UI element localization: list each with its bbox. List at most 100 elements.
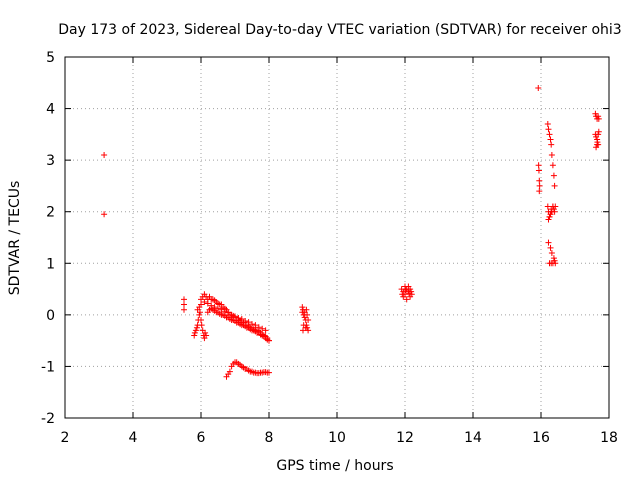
data-point bbox=[242, 318, 249, 325]
data-point bbox=[547, 211, 554, 218]
y-tick-label: 4 bbox=[46, 102, 55, 118]
data-point bbox=[255, 324, 262, 331]
data-point bbox=[551, 208, 558, 215]
data-point bbox=[181, 306, 187, 313]
data-point bbox=[550, 255, 557, 262]
y-tick-label: 3 bbox=[46, 153, 55, 169]
data-point bbox=[545, 126, 552, 133]
data-point bbox=[249, 321, 255, 328]
data-point bbox=[536, 188, 543, 195]
data-point bbox=[245, 319, 252, 326]
data-point bbox=[303, 306, 310, 313]
data-point bbox=[235, 314, 242, 321]
data-point bbox=[595, 128, 602, 135]
data-point bbox=[595, 131, 602, 138]
data-point bbox=[535, 162, 542, 169]
data-point bbox=[535, 84, 542, 91]
data-point bbox=[546, 213, 553, 220]
y-tick-label: 0 bbox=[46, 308, 55, 324]
data-point bbox=[202, 329, 209, 336]
data-point bbox=[252, 322, 259, 329]
data-point bbox=[198, 301, 204, 308]
data-point bbox=[232, 313, 238, 320]
data-point bbox=[552, 203, 559, 210]
data-point bbox=[550, 206, 557, 213]
data-point bbox=[238, 315, 245, 322]
data-point bbox=[399, 291, 406, 298]
x-tick-label: 4 bbox=[129, 430, 138, 446]
data-point bbox=[266, 369, 272, 376]
chart-title: Day 173 of 2023, Sidereal Day-to-day VTE… bbox=[58, 22, 621, 38]
data-point bbox=[547, 136, 554, 143]
data-point bbox=[204, 300, 211, 307]
y-tick-label: 5 bbox=[46, 50, 55, 66]
data-point bbox=[548, 249, 555, 256]
data-point bbox=[201, 298, 208, 305]
data-point bbox=[228, 311, 235, 318]
data-point bbox=[406, 290, 413, 297]
data-point bbox=[547, 244, 554, 251]
x-tick-label: 12 bbox=[396, 430, 414, 446]
data-point bbox=[548, 151, 555, 158]
data-point bbox=[262, 327, 269, 334]
data-point bbox=[299, 304, 306, 311]
data-point bbox=[259, 325, 266, 332]
data-point bbox=[193, 324, 200, 331]
y-tick-label: 1 bbox=[46, 256, 55, 272]
data-points bbox=[101, 84, 602, 380]
data-point bbox=[550, 172, 557, 179]
x-tick-label: 18 bbox=[600, 430, 618, 446]
data-point bbox=[191, 332, 198, 339]
data-point bbox=[544, 203, 551, 210]
data-point bbox=[302, 324, 309, 331]
data-point bbox=[549, 260, 556, 267]
data-point bbox=[196, 311, 203, 318]
data-point bbox=[215, 305, 221, 312]
y-tick-label: 2 bbox=[46, 205, 55, 221]
data-point bbox=[101, 211, 108, 218]
data-point bbox=[208, 302, 215, 309]
data-point bbox=[305, 317, 312, 324]
data-point bbox=[218, 306, 225, 313]
data-point bbox=[181, 296, 187, 303]
data-point bbox=[101, 151, 108, 158]
data-point bbox=[300, 327, 306, 334]
data-point bbox=[595, 113, 602, 120]
data-point bbox=[225, 309, 232, 316]
data-point bbox=[536, 182, 543, 189]
data-point bbox=[549, 162, 556, 169]
x-tick-label: 14 bbox=[464, 430, 482, 446]
data-point bbox=[181, 301, 187, 308]
y-tick-label: -2 bbox=[41, 411, 55, 427]
data-point bbox=[299, 309, 306, 316]
data-point bbox=[400, 293, 407, 300]
x-tick-label: 6 bbox=[197, 430, 206, 446]
data-point bbox=[545, 216, 552, 223]
y-tick-label: -1 bbox=[41, 359, 55, 375]
data-point bbox=[211, 304, 218, 311]
data-point bbox=[198, 317, 204, 324]
data-point bbox=[304, 311, 311, 318]
data-point bbox=[405, 283, 412, 290]
x-tick-label: 16 bbox=[532, 430, 550, 446]
data-point bbox=[402, 287, 409, 294]
data-point bbox=[221, 308, 228, 315]
data-point bbox=[548, 141, 555, 148]
data-point bbox=[595, 141, 602, 148]
data-point bbox=[226, 368, 233, 375]
y-axis-label: SDTVAR / TECUs bbox=[7, 181, 23, 296]
x-axis-label: GPS time / hours bbox=[276, 458, 393, 474]
data-point bbox=[191, 329, 198, 336]
data-point bbox=[551, 182, 558, 189]
data-point bbox=[266, 337, 272, 344]
data-point bbox=[403, 296, 410, 303]
x-tick-label: 2 bbox=[61, 430, 70, 446]
grid bbox=[65, 57, 609, 418]
data-point bbox=[544, 121, 551, 128]
data-point bbox=[592, 110, 599, 117]
data-point bbox=[535, 167, 542, 174]
data-point bbox=[545, 239, 552, 246]
data-point bbox=[546, 131, 553, 138]
